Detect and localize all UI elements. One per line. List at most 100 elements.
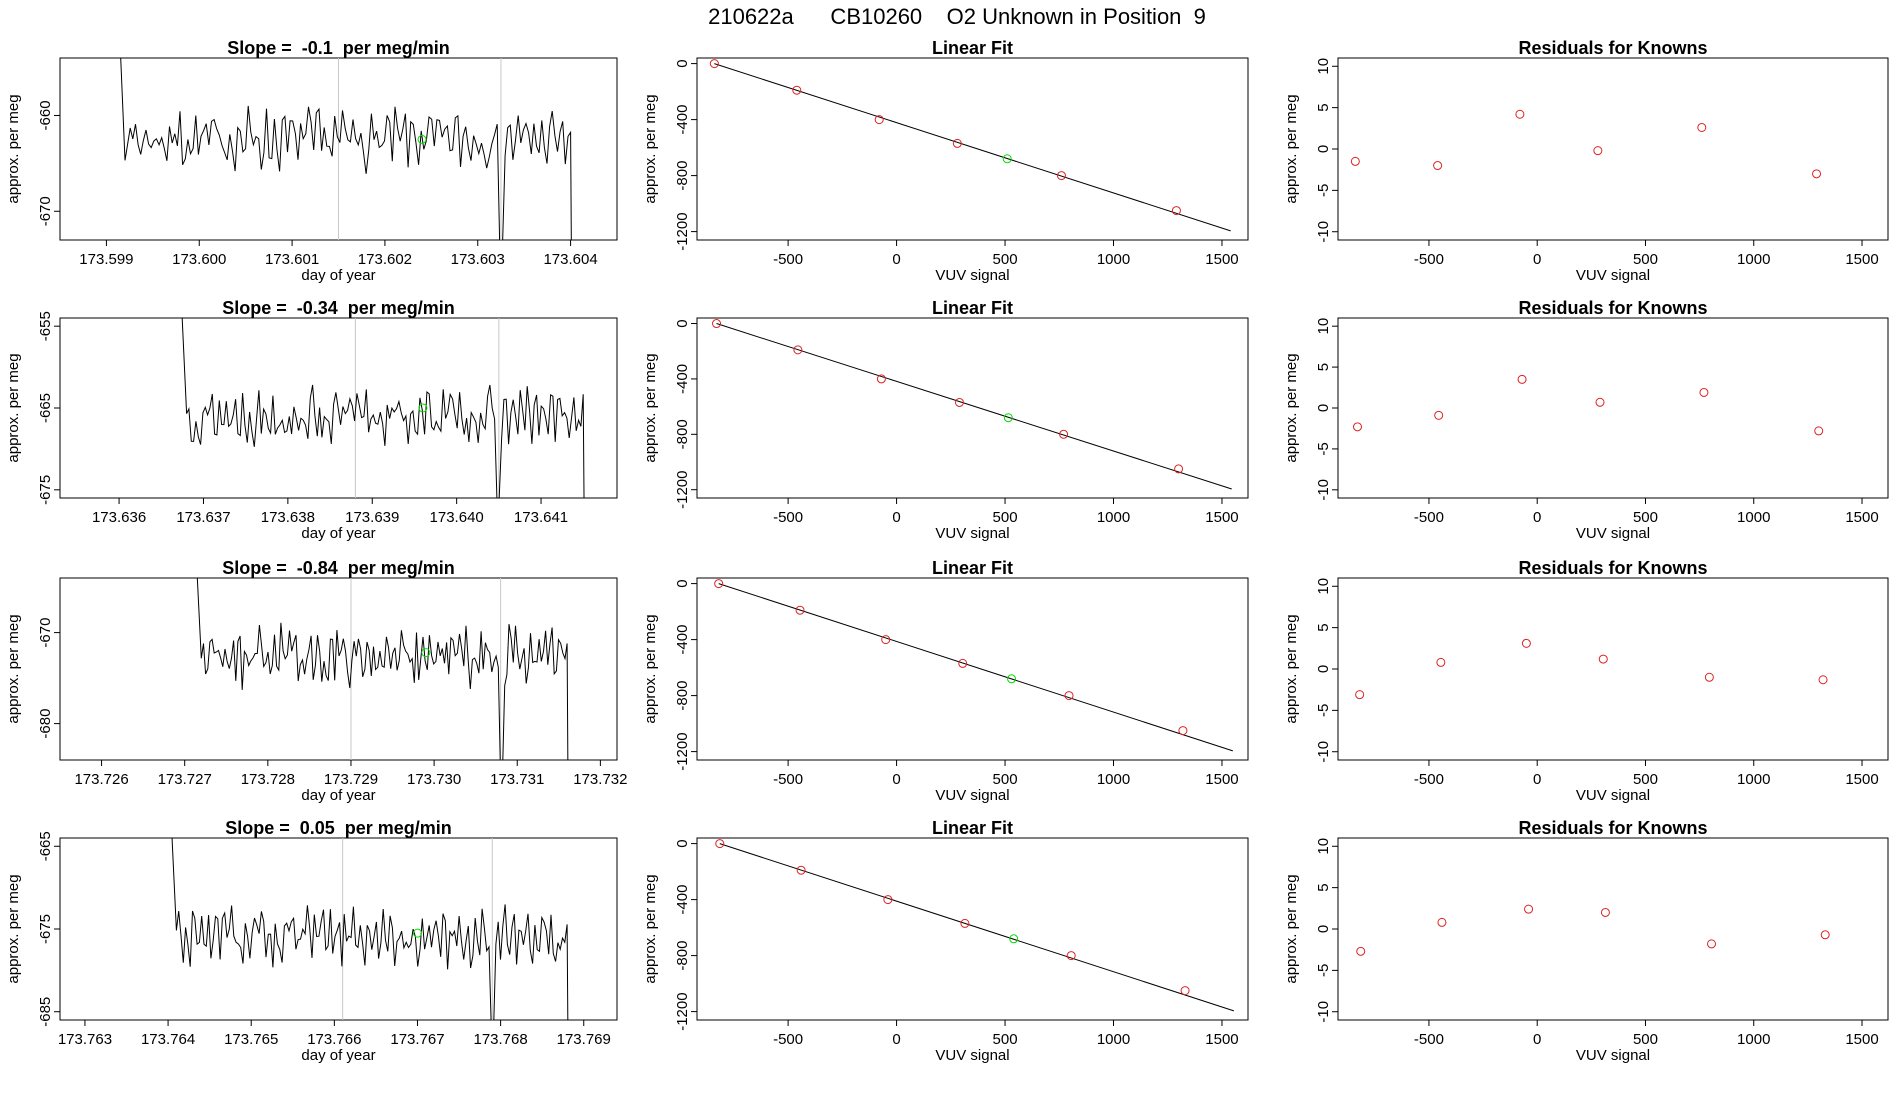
x-tick-label: 173.732 xyxy=(573,771,627,788)
panel-residuals-row-2: Residuals for Knowns -500 0 500 1000 1500 10 5 0… xyxy=(1283,298,1889,542)
y-tick-label: 0 xyxy=(1315,925,1332,933)
x-tick-label: 1500 xyxy=(1205,509,1238,526)
y-tick-label: -400 xyxy=(674,105,691,135)
plot-area xyxy=(181,318,585,498)
plot-frame xyxy=(696,57,1249,241)
x-tick-label: 173.637 xyxy=(176,509,230,526)
panel-fit-row-2: Linear Fit -500 0 500 1000 1500 0 -400 -800 -1200… xyxy=(642,298,1249,542)
plot-area xyxy=(714,579,1233,752)
x-tick-label: 173.639 xyxy=(345,509,399,526)
y-tick-label: -1200 xyxy=(674,992,691,1030)
plot-area xyxy=(1350,109,1822,179)
known-point xyxy=(952,138,962,148)
plot-area xyxy=(196,578,569,760)
y-tick-label: -800 xyxy=(674,419,691,449)
y-tick-label: -10 xyxy=(1315,1001,1332,1023)
residual-point xyxy=(1524,904,1534,914)
residual-point xyxy=(1436,657,1446,667)
x-tick-label: 173.728 xyxy=(241,771,295,788)
y-tick-label: -1200 xyxy=(674,471,691,509)
x-axis-label: VUV signal xyxy=(935,1047,1009,1064)
panel-title: Slope = 0.05 per meg/min xyxy=(225,818,452,838)
x-tick-label: 173.638 xyxy=(261,509,315,526)
x-tick-label: 0 xyxy=(892,509,900,526)
x-tick-label: 1500 xyxy=(1845,251,1878,268)
y-tick-label: -10 xyxy=(1315,741,1332,763)
series-line xyxy=(120,58,572,240)
x-tick-label: 1000 xyxy=(1737,1031,1770,1048)
y-tick-label: -5 xyxy=(1315,964,1332,977)
x-axis-label: VUV signal xyxy=(1576,267,1650,284)
y-tick-label: 0 xyxy=(1315,145,1332,153)
x-tick-label: 1000 xyxy=(1097,1031,1130,1048)
x-axis-label: day of year xyxy=(301,525,375,542)
known-point xyxy=(792,85,802,95)
known-point xyxy=(876,374,886,384)
x-tick-label: 1000 xyxy=(1737,509,1770,526)
plot-area xyxy=(1356,904,1830,956)
panel-title: Linear Fit xyxy=(932,38,1013,58)
y-tick-label: 0 xyxy=(1315,665,1332,673)
x-axis-label: VUV signal xyxy=(935,267,1009,284)
x-tick-label: 173.726 xyxy=(74,771,128,788)
x-tick-label: 173.730 xyxy=(407,771,461,788)
x-tick-label: 1000 xyxy=(1737,251,1770,268)
y-axis-label: approx. per meg xyxy=(642,94,659,203)
plot-area xyxy=(712,319,1232,490)
y-tick-label: 0 xyxy=(1315,404,1332,412)
x-axis-label: day of year xyxy=(301,267,375,284)
known-point xyxy=(1171,206,1181,216)
plot-frame xyxy=(696,837,1249,1021)
residual-point xyxy=(1437,917,1447,927)
fit-line xyxy=(716,323,1232,490)
panel-title: Slope = -0.1 per meg/min xyxy=(227,38,450,58)
panel-title: Residuals for Knowns xyxy=(1518,558,1707,578)
residual-point xyxy=(1707,939,1717,949)
unknown-point xyxy=(417,134,427,144)
y-axis-label: approx. per meg xyxy=(5,353,22,462)
plot-area xyxy=(715,839,1235,1012)
known-point xyxy=(954,397,964,407)
plot-frame xyxy=(59,577,618,761)
y-axis-label: approx. per meg xyxy=(1283,874,1300,983)
panel-title: Linear Fit xyxy=(932,298,1013,318)
series-line xyxy=(196,578,569,760)
x-tick-label: 0 xyxy=(1533,251,1541,268)
panel-title: Residuals for Knowns xyxy=(1518,38,1707,58)
x-tick-label: 173.640 xyxy=(430,509,484,526)
y-tick-label: -400 xyxy=(674,364,691,394)
known-point xyxy=(1064,691,1074,701)
known-point xyxy=(1059,429,1069,439)
y-tick-label: -655 xyxy=(37,311,54,341)
y-tick-label: -400 xyxy=(674,885,691,915)
y-tick-label: -5 xyxy=(1315,184,1332,197)
x-tick-label: 173.768 xyxy=(473,1031,527,1048)
series-line xyxy=(171,838,569,1020)
x-tick-label: -500 xyxy=(773,771,803,788)
unknown-point xyxy=(412,928,422,938)
x-axis-label: VUV signal xyxy=(1576,525,1650,542)
panel-title: Slope = -0.34 per meg/min xyxy=(222,298,455,318)
y-tick-label: -680 xyxy=(37,709,54,739)
residual-point xyxy=(1350,156,1360,166)
residual-point xyxy=(1697,122,1707,132)
x-tick-label: 173.764 xyxy=(141,1031,195,1048)
x-tick-label: 0 xyxy=(1533,1031,1541,1048)
unknown-point xyxy=(1003,413,1013,423)
known-point xyxy=(709,59,719,69)
fit-line xyxy=(719,843,1235,1012)
x-tick-label: 1500 xyxy=(1845,771,1878,788)
x-tick-label: 500 xyxy=(993,509,1018,526)
plot-area xyxy=(709,59,1231,232)
known-point xyxy=(796,865,806,875)
x-tick-label: 500 xyxy=(1633,771,1658,788)
residual-point xyxy=(1434,410,1444,420)
known-point xyxy=(881,635,891,645)
y-tick-label: -665 xyxy=(37,393,54,423)
residual-point xyxy=(1600,907,1610,917)
x-tick-label: 500 xyxy=(1633,509,1658,526)
residual-point xyxy=(1352,422,1362,432)
y-tick-label: 5 xyxy=(1315,363,1332,371)
